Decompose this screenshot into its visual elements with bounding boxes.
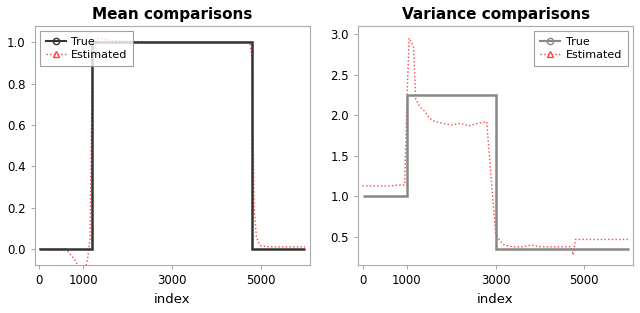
X-axis label: index: index: [477, 293, 514, 306]
Title: Variance comparisons: Variance comparisons: [401, 7, 589, 22]
Title: Mean comparisons: Mean comparisons: [92, 7, 252, 22]
Legend: True, Estimated: True, Estimated: [40, 31, 133, 66]
X-axis label: index: index: [154, 293, 191, 306]
Legend: True, Estimated: True, Estimated: [534, 31, 627, 66]
